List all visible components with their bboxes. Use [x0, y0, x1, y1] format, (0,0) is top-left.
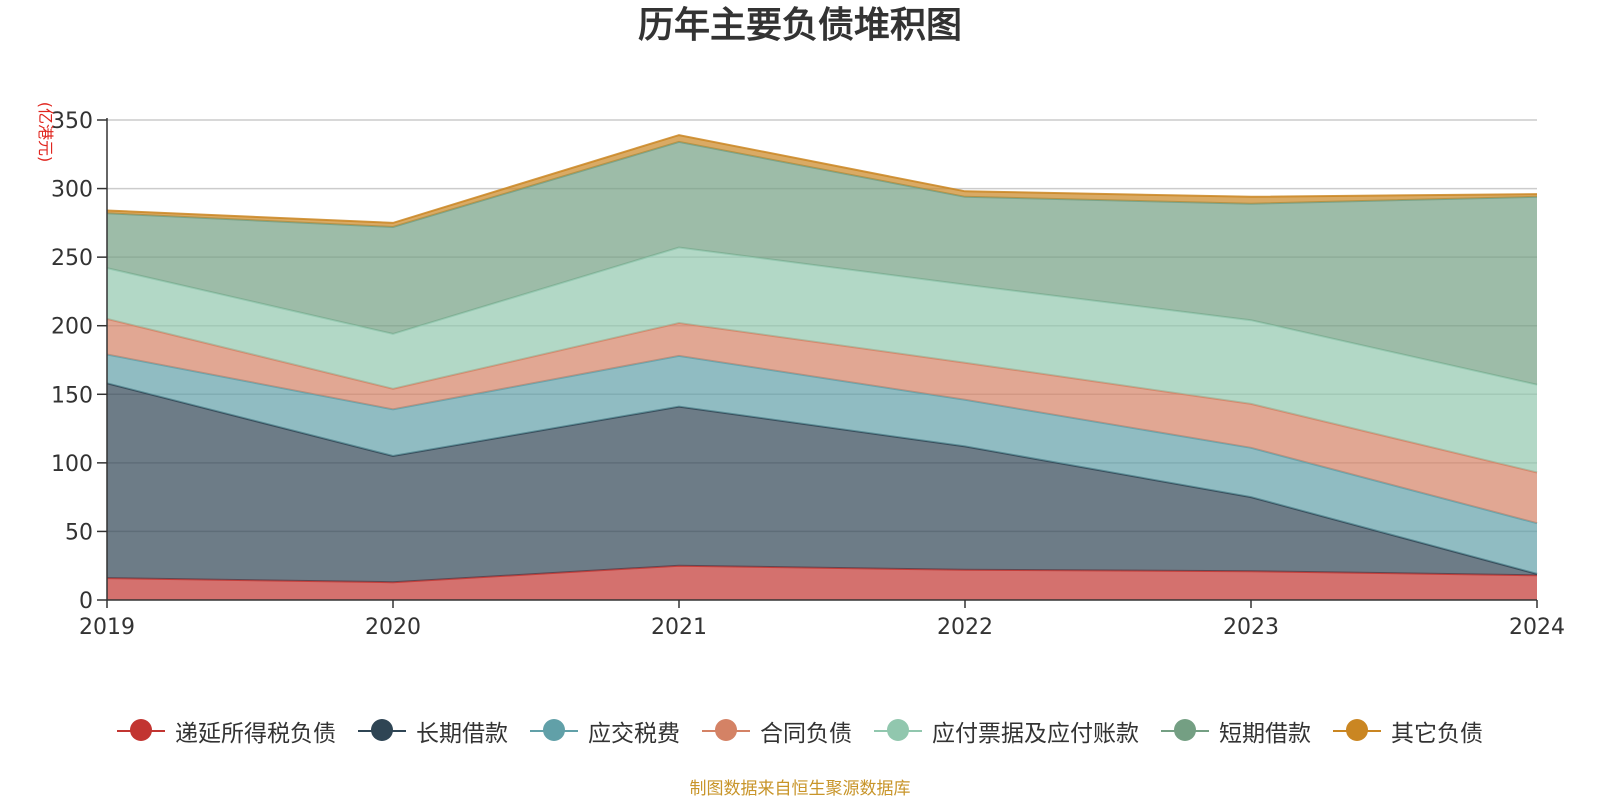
- legend-label: 应交税费: [588, 721, 680, 747]
- legend-label: 应付票据及应付账款: [932, 721, 1139, 747]
- x-tick-label-2022: 2022: [937, 615, 993, 640]
- y-tick-label-200: 200: [51, 315, 93, 340]
- legend-swatch-icon: [702, 718, 750, 744]
- legend-item-6[interactable]: 其它负债: [1333, 714, 1483, 748]
- legend-item-1[interactable]: 长期借款: [358, 714, 508, 748]
- legend-item-5[interactable]: 短期借款: [1161, 714, 1311, 748]
- legend-swatch-icon: [874, 718, 922, 744]
- legend-label: 短期借款: [1219, 721, 1311, 747]
- x-tick-label-2023: 2023: [1223, 615, 1279, 640]
- area-series-4[interactable]: [107, 247, 1537, 473]
- legend-label: 递延所得税负债: [175, 721, 336, 747]
- y-tick-label-250: 250: [51, 246, 93, 271]
- y-tick-label-350: 350: [51, 109, 93, 134]
- legend-swatch-icon: [1333, 718, 1381, 744]
- legend: 递延所得税负债 长期借款 应交税费 合同负债 应付票据及应付账款 短期借款 其它负债: [0, 714, 1600, 748]
- legend-item-4[interactable]: 应付票据及应付账款: [874, 714, 1139, 748]
- x-tick-label-2020: 2020: [365, 615, 421, 640]
- legend-label: 长期借款: [416, 721, 508, 747]
- legend-item-3[interactable]: 合同负债: [702, 714, 852, 748]
- legend-swatch-icon: [530, 718, 578, 744]
- x-tick-label-2021: 2021: [651, 615, 707, 640]
- y-tick-label-100: 100: [51, 452, 93, 477]
- y-tick-label-0: 0: [79, 589, 93, 614]
- area-series-3[interactable]: [107, 318, 1537, 524]
- legend-label: 合同负债: [760, 721, 852, 747]
- legend-swatch-icon: [117, 718, 165, 744]
- y-tick-label-300: 300: [51, 178, 93, 203]
- area-series-6[interactable]: [107, 135, 1537, 227]
- legend-label: 其它负债: [1391, 721, 1483, 747]
- chart-title: 历年主要负债堆积图: [637, 5, 962, 46]
- x-tick-label-2019: 2019: [79, 615, 135, 640]
- area-series-2[interactable]: [107, 354, 1537, 574]
- legend-swatch-icon: [358, 718, 406, 744]
- x-tick-label-2024: 2024: [1509, 615, 1565, 640]
- legend-item-0[interactable]: 递延所得税负债: [117, 714, 336, 748]
- area-series-0[interactable]: [107, 565, 1537, 600]
- line-series-6: [106, 134, 1538, 224]
- y-tick-label-50: 50: [65, 520, 93, 545]
- legend-swatch-icon: [1161, 718, 1209, 744]
- y-axis-unit-label: (亿港元): [36, 102, 55, 163]
- area-layer: [106, 134, 1538, 600]
- y-tick-label-150: 150: [51, 383, 93, 408]
- area-series-1[interactable]: [107, 383, 1537, 583]
- source-note: 制图数据来自恒生聚源数据库: [689, 779, 911, 799]
- legend-item-2[interactable]: 应交税费: [530, 714, 680, 748]
- axis-layer: 0 50 100 150 200 250 300 350 2019 2020 2021 2022 202…: [51, 109, 1565, 640]
- line-series-2: [106, 353, 1538, 525]
